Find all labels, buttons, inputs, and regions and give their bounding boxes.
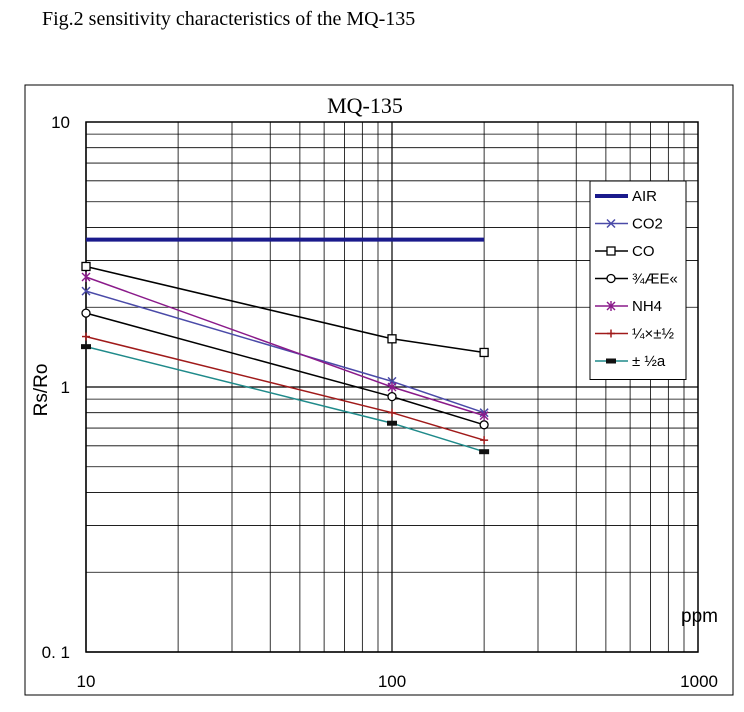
legend-label: AIR bbox=[632, 188, 657, 205]
legend-label: ¼×±½ bbox=[632, 326, 675, 343]
marker-circle bbox=[479, 420, 489, 430]
data-point bbox=[387, 334, 397, 344]
data-point bbox=[81, 261, 91, 272]
chart-title: MQ-135 bbox=[327, 93, 403, 118]
x-tick-label: 10 bbox=[77, 672, 96, 691]
chart-frame bbox=[24, 84, 734, 696]
legend-item: CO bbox=[595, 243, 655, 260]
marker-square bbox=[606, 246, 616, 256]
x-axis-label: ppm bbox=[681, 606, 718, 627]
marker-circle bbox=[606, 273, 616, 284]
series-lines bbox=[81, 237, 490, 455]
data-point bbox=[479, 410, 489, 421]
marker-square bbox=[387, 334, 397, 344]
data-point bbox=[81, 272, 91, 283]
legend-marker bbox=[606, 358, 616, 364]
data-point bbox=[479, 347, 489, 358]
series-line bbox=[85, 276, 485, 417]
legend-item: NH4 bbox=[595, 298, 662, 315]
data-point bbox=[81, 344, 91, 350]
legend-item: CO2 bbox=[595, 216, 663, 233]
marker-square bbox=[81, 261, 91, 272]
marker-bar bbox=[606, 358, 616, 364]
marker-square bbox=[479, 347, 489, 358]
legend-marker bbox=[606, 246, 616, 256]
series-line bbox=[85, 335, 485, 441]
y-tick-label: 0. 1 bbox=[42, 643, 70, 662]
legend-label: CO bbox=[632, 243, 655, 260]
marker-circle bbox=[81, 308, 91, 318]
tick-labels: 10 100 1000 0. 1 1 10 bbox=[42, 113, 718, 691]
y-axis-label: Rs/Ro bbox=[31, 364, 52, 417]
marker-bar bbox=[479, 449, 490, 455]
legend-item: AIR bbox=[595, 188, 657, 205]
data-point bbox=[387, 420, 397, 426]
marker-circle bbox=[387, 391, 397, 402]
data-point bbox=[479, 420, 489, 430]
data-point bbox=[81, 286, 91, 296]
data-point bbox=[479, 449, 490, 455]
series-line bbox=[85, 312, 485, 426]
data-point bbox=[388, 408, 396, 417]
legend-label: ¾ÆE« bbox=[632, 271, 678, 288]
x-tick-label: 100 bbox=[378, 672, 406, 691]
legend-label: NH4 bbox=[632, 298, 662, 315]
data-point bbox=[480, 436, 489, 445]
y-tick-label: 10 bbox=[51, 113, 70, 132]
data-point bbox=[387, 391, 397, 402]
legend: AIR CO2 CO ¾ÆE« NH4 ¼×±½ ± ½a bbox=[589, 180, 687, 380]
y-tick-label: 1 bbox=[61, 378, 70, 397]
marker-stroke bbox=[606, 218, 616, 229]
data-point bbox=[82, 332, 90, 341]
legend-label: ± ½a bbox=[632, 353, 666, 370]
legend-item: ± ½a bbox=[595, 353, 666, 370]
marker-bar bbox=[387, 420, 397, 426]
legend-marker bbox=[606, 273, 616, 284]
plot-area bbox=[85, 121, 699, 653]
legend-item: ¼×±½ bbox=[595, 326, 675, 343]
legend-box bbox=[589, 180, 687, 380]
x-tick-label: 1000 bbox=[680, 672, 718, 691]
data-point bbox=[387, 382, 397, 392]
legend-marker bbox=[607, 329, 615, 338]
legend-label: CO2 bbox=[632, 216, 663, 233]
marker-stroke bbox=[81, 286, 91, 296]
figure-caption: Fig.2 sensitivity characteristics of the… bbox=[42, 8, 416, 30]
marker-bar bbox=[81, 344, 91, 350]
legend-marker bbox=[606, 301, 616, 311]
data-point bbox=[81, 308, 91, 318]
legend-item: ¾ÆE« bbox=[595, 271, 678, 288]
legend-marker bbox=[606, 218, 616, 229]
